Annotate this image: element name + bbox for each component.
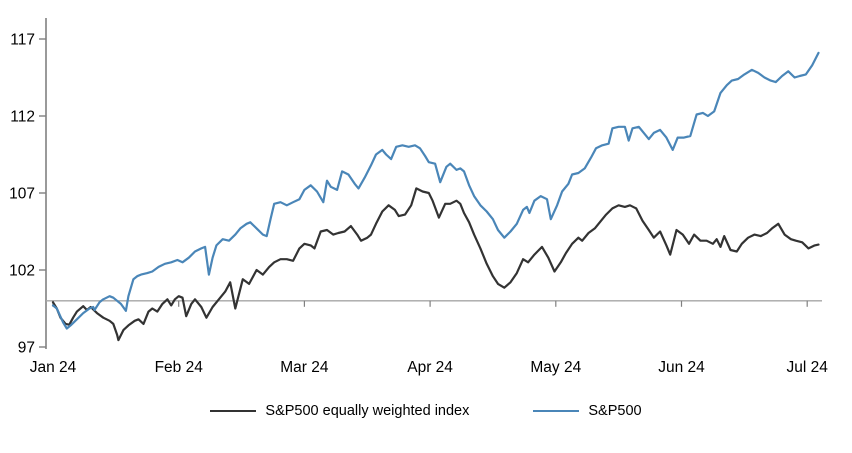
y-tick-label: 107 (9, 186, 35, 203)
x-tick-label: Mar 24 (280, 359, 329, 376)
x-tick-label: Feb 24 (155, 359, 204, 376)
x-tick-label: Jun 24 (658, 359, 705, 376)
x-axis-ticks: Jan 24 Feb 24 Mar 24 Apr 24 May 24 Jun 24 Jul … (30, 300, 829, 376)
legend-label-equal-weight: S&P500 equally weighted index (265, 403, 470, 419)
y-tick-label: 97 (18, 340, 35, 357)
legend-item-equal-weight: S&P500 equally weighted index (210, 403, 469, 419)
y-axis-ticks: 97 102 107 112 117 (9, 32, 46, 357)
y-tick-label: 102 (9, 263, 35, 280)
y-tick-label: 112 (10, 109, 35, 126)
legend-line-swatch-sp500 (533, 410, 580, 412)
sp500-comparison-line-chart: 97 102 107 112 117 Jan 24 Feb 24 Mar 24 Apr 24 Ma… (9, 18, 829, 376)
legend-item-sp500: S&P500 (533, 403, 642, 419)
x-tick-label: Apr 24 (407, 359, 453, 376)
x-tick-label: Jul 24 (787, 359, 829, 376)
y-tick-label: 117 (10, 32, 35, 49)
x-tick-label: May 24 (530, 359, 581, 376)
x-tick-label: Jan 24 (30, 359, 77, 376)
series-line-sp500 (51, 51, 820, 330)
legend-line-swatch-equal-weight (210, 410, 257, 412)
legend-label-sp500: S&P500 (588, 403, 642, 419)
chart-legend: S&P500 equally weighted index S&P500 (0, 403, 852, 419)
series-line-equal-weight (51, 187, 820, 342)
